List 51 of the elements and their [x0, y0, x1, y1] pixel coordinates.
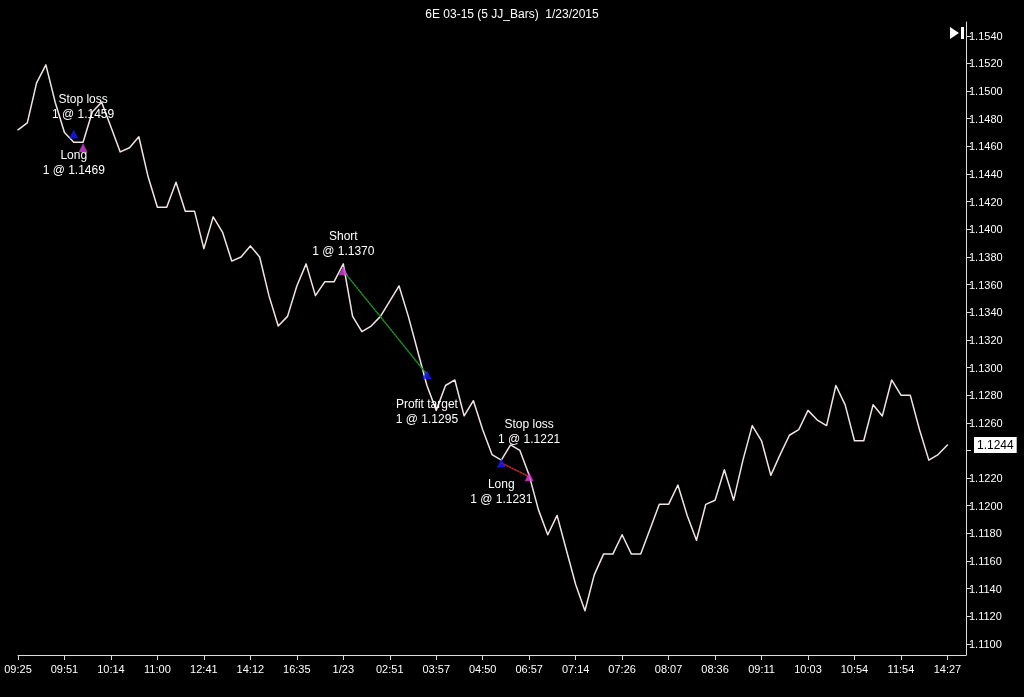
x-tick-label: 10:14	[97, 662, 125, 675]
y-tick-label: 1.1340	[969, 306, 1003, 319]
y-tick-label: 1.1260	[969, 416, 1003, 429]
x-tick-label: 08:36	[701, 662, 729, 675]
x-tick-label: 09:11	[748, 662, 775, 675]
point	[422, 369, 432, 379]
x-tick-label: 06:57	[515, 662, 543, 675]
x-tick-label: 04:50	[468, 662, 497, 675]
y-tick-label: 1.1160	[969, 555, 1002, 568]
y-tick-label: 1.1360	[969, 278, 1003, 291]
y-tick-label: 1.1300	[969, 361, 1003, 374]
x-tick-label: 14:12	[236, 662, 265, 675]
chart-title: 6E 03-15 (5 JJ_Bars) 1/23/2015	[425, 7, 600, 21]
annotation: Long 1 @ 1.1469	[42, 148, 106, 178]
y-tick-label: 1.1200	[969, 499, 1003, 512]
annotation: Short 1 @ 1.1370	[312, 229, 375, 259]
y-tick-label: 1.1380	[969, 250, 1003, 263]
y-tick-label: 1.1400	[969, 223, 1003, 236]
x-tick-label: 10:03	[794, 662, 822, 675]
y-tick-label: 1.1540	[969, 29, 1003, 42]
y-tick-label: 1.1280	[969, 389, 1003, 402]
x-tick-label: 08:07	[654, 662, 683, 675]
x-tick-label: 10:54	[840, 662, 869, 675]
y-tick-label: 1.1320	[969, 333, 1003, 346]
x-tick-label: 1/23	[332, 662, 355, 675]
y-tick-label: 1.1460	[969, 140, 1003, 153]
x-tick-label: 12:41	[190, 662, 218, 675]
y-tick-label: 1.1100	[969, 637, 1002, 650]
y-tick-label: 1.1480	[969, 112, 1003, 125]
x-tick-label: 11:54	[887, 662, 915, 675]
x-tick-label: 03:57	[422, 662, 450, 675]
y-tick-label: 1.1220	[969, 472, 1003, 485]
x-tick-label: 14:27	[933, 662, 962, 675]
y-tick-label: 1.1420	[969, 195, 1003, 208]
x-tick-label: 07:26	[608, 662, 636, 675]
annotation: Stop loss 1 @ 1.1221	[498, 417, 561, 447]
y-tick-label: 1.1520	[969, 57, 1003, 70]
y-tick-label: 1.1440	[969, 168, 1003, 181]
line-series	[17, 64, 949, 612]
x-tick-label: 07:14	[561, 662, 590, 675]
y-tick-label: 1.1500	[969, 85, 1003, 98]
x-tick-label: 11:00	[144, 662, 171, 675]
y-tick-label: 1.1180	[969, 527, 1002, 540]
y-tick-label: 1.1140	[969, 582, 1002, 595]
x-tick-label: 09:25	[4, 662, 32, 675]
y-tick-label: 1.1120	[969, 610, 1002, 623]
x-tick-label: 09:51	[50, 662, 79, 675]
x-tick-label: 02:51	[376, 662, 404, 675]
annotation: Long 1 @ 1.1231	[470, 477, 533, 507]
text: 1.1244	[977, 437, 1015, 452]
x-tick-label: 16:35	[283, 662, 311, 675]
